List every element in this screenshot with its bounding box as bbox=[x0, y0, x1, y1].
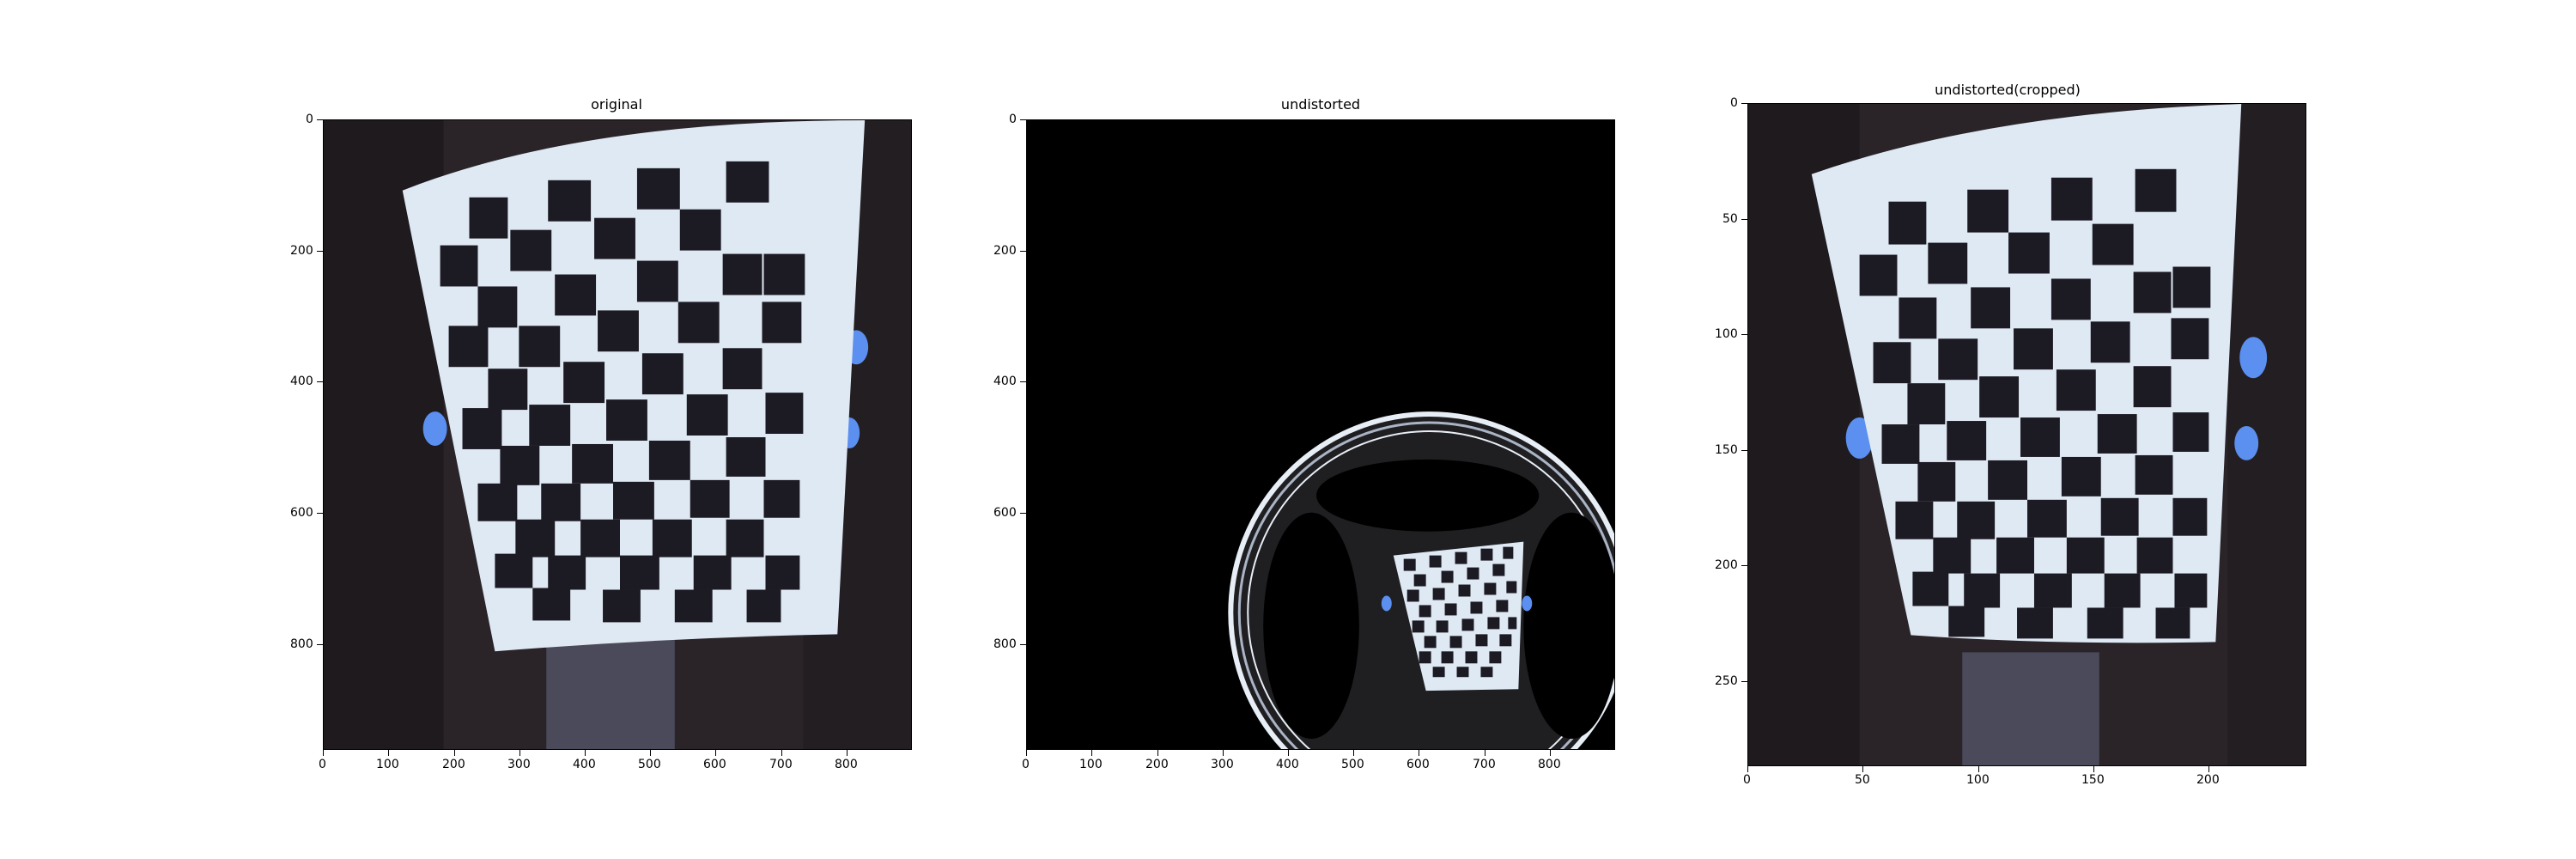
x-tick-label: 400 bbox=[573, 758, 596, 771]
image-axes bbox=[1026, 119, 1615, 750]
y-tick-label: 200 bbox=[1715, 558, 1738, 572]
undistorted-image bbox=[1027, 120, 1614, 749]
y-tick-label: 250 bbox=[1715, 674, 1738, 688]
panel-title: original bbox=[591, 96, 642, 113]
x-tick-label: 800 bbox=[1538, 758, 1561, 771]
x-tick-label: 50 bbox=[1855, 773, 1870, 787]
x-tick-label: 400 bbox=[1276, 758, 1299, 771]
x-tick-label: 100 bbox=[1966, 773, 1990, 787]
y-tick-label: 600 bbox=[993, 506, 1017, 520]
y-tick-label: 400 bbox=[290, 375, 313, 388]
x-tick-label: 500 bbox=[638, 758, 661, 771]
y-tick-label: 600 bbox=[290, 506, 313, 520]
x-tick-label: 800 bbox=[835, 758, 858, 771]
original-image bbox=[324, 120, 911, 749]
y-tick-label: 800 bbox=[993, 637, 1017, 651]
x-tick-label: 700 bbox=[769, 758, 793, 771]
y-tick-label: 150 bbox=[1715, 443, 1738, 457]
y-tick-label: 0 bbox=[1009, 113, 1017, 126]
x-tick-label: 200 bbox=[442, 758, 465, 771]
x-tick-label: 100 bbox=[1079, 758, 1103, 771]
y-tick-label: 100 bbox=[1715, 327, 1738, 341]
panel-title: undistorted bbox=[1280, 96, 1361, 113]
x-tick-label: 100 bbox=[376, 758, 399, 771]
x-tick-label: 150 bbox=[2081, 773, 2105, 787]
x-tick-label: 200 bbox=[1145, 758, 1169, 771]
y-tick-label: 0 bbox=[1730, 96, 1738, 110]
cropped-image bbox=[1748, 104, 2306, 765]
y-tick-label: 50 bbox=[1722, 212, 1738, 226]
checkerboard-squares bbox=[440, 161, 805, 623]
y-tick-label: 800 bbox=[290, 637, 313, 651]
x-tick-label: 600 bbox=[1406, 758, 1430, 771]
y-tick-label: 200 bbox=[993, 244, 1017, 258]
y-tick-label: 400 bbox=[993, 375, 1017, 388]
x-tick-label: 200 bbox=[2196, 773, 2220, 787]
image-axes bbox=[1747, 103, 2306, 766]
y-tick-label: 200 bbox=[290, 244, 313, 258]
x-tick-label: 0 bbox=[1743, 773, 1751, 787]
x-tick-label: 0 bbox=[319, 758, 326, 771]
x-tick-label: 600 bbox=[703, 758, 726, 771]
x-tick-label: 0 bbox=[1022, 758, 1030, 771]
panel-title: undistorted(cropped) bbox=[1935, 82, 2081, 98]
image-axes bbox=[323, 119, 912, 750]
checkerboard-squares bbox=[1859, 168, 2211, 639]
x-tick-label: 500 bbox=[1341, 758, 1364, 771]
x-tick-label: 300 bbox=[1211, 758, 1234, 771]
x-tick-label: 700 bbox=[1473, 758, 1496, 771]
x-tick-label: 300 bbox=[507, 758, 531, 771]
warped-region bbox=[1228, 411, 1614, 749]
y-tick-label: 0 bbox=[306, 113, 313, 126]
